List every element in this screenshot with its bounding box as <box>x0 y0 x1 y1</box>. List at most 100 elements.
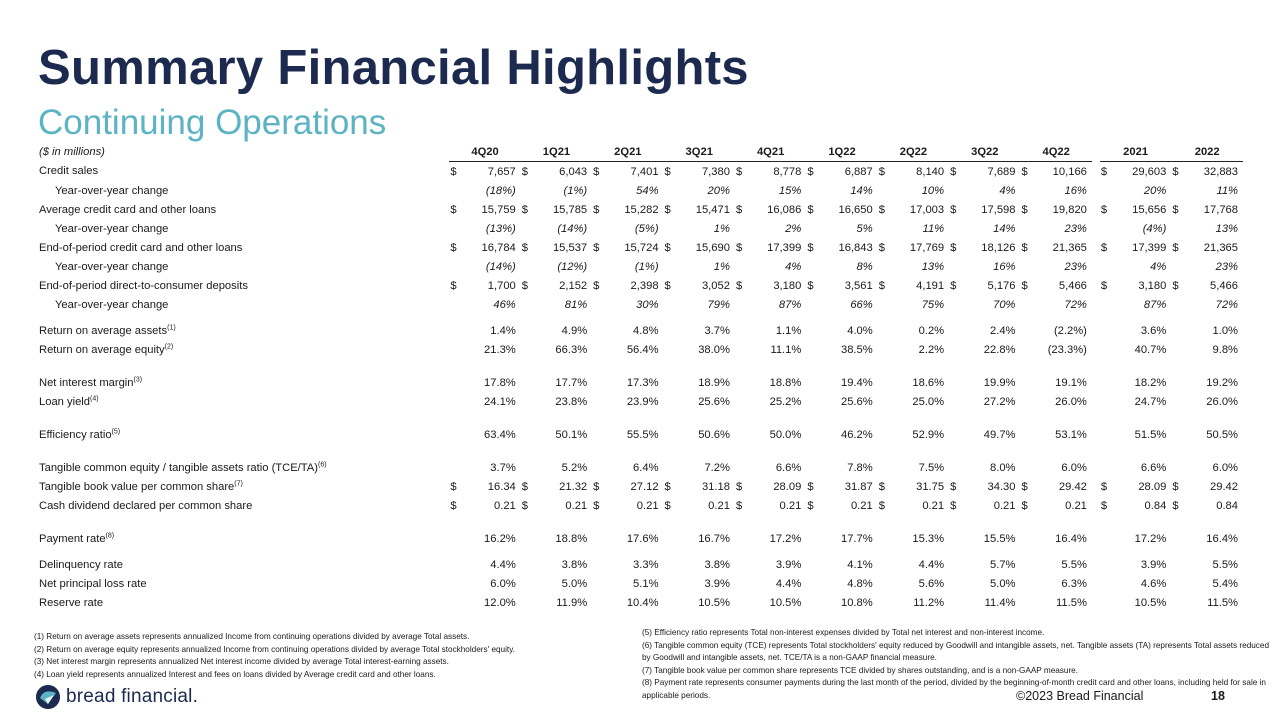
row-label: Tangible book value per common share(7) <box>35 477 449 496</box>
footnote: (4) Loan yield represents annualized Int… <box>34 669 436 679</box>
value-cell: 0.21 <box>493 499 516 512</box>
table-row: Cash dividend declared per common share $… <box>35 496 1243 515</box>
currency-symbol <box>521 219 534 238</box>
currency-symbol <box>949 257 962 276</box>
currency-symbol <box>449 574 462 593</box>
row-label: Net interest margin(3) <box>35 373 449 392</box>
table-row: Year-over-year change 46% 81% 30% 79% 87% 66% 7… <box>35 295 1243 314</box>
value-cell: 0.21 <box>850 499 873 512</box>
currency-symbol <box>878 181 891 200</box>
value-cell: 46.2% <box>840 428 873 441</box>
currency-symbol <box>1100 425 1113 444</box>
value-cell: 2% <box>785 222 802 235</box>
value-cell: 4.8% <box>847 577 873 590</box>
currency-symbol <box>449 593 462 612</box>
value-cell: 11.5% <box>1207 596 1238 609</box>
currency-symbol <box>949 373 962 392</box>
spacer-cell <box>35 411 1243 425</box>
value-cell: 10% <box>921 184 945 197</box>
value-cell: 40.7% <box>1134 343 1167 356</box>
row-label-text: Average credit card and other loans <box>39 203 217 216</box>
value-cell: 5.1% <box>633 577 659 590</box>
value-cell: 11.4% <box>984 596 1016 609</box>
currency-symbol: $ <box>1021 499 1028 512</box>
copyright-text: ©2023 Bread Financial <box>1016 689 1144 703</box>
value-cell: 16,086 <box>767 203 802 216</box>
value-cell: 50.5% <box>1206 428 1238 441</box>
row-label: End-of-period direct-to-consumer deposit… <box>35 276 449 295</box>
currency-symbol: $ <box>735 279 743 292</box>
currency-symbol <box>592 181 605 200</box>
table-row: Reserve rate 12.0% 11.9% 10.4% 10.5% 10.5% 10.… <box>35 593 1243 612</box>
value-cell: 17,768 <box>1203 203 1238 216</box>
page-title: Summary Financial Highlights <box>38 41 749 95</box>
value-cell: 79% <box>707 298 730 311</box>
currency-symbol <box>1171 392 1184 411</box>
value-cell: 17.7% <box>555 376 588 389</box>
currency-symbol <box>449 458 462 477</box>
value-cell: 4.9% <box>561 324 588 337</box>
currency-symbol <box>592 458 605 477</box>
currency-symbol <box>449 373 462 392</box>
column-gap <box>1092 257 1100 276</box>
currency-symbol <box>1100 321 1113 340</box>
value-cell: 0.84 <box>1144 499 1167 512</box>
value-cell: 32,883 <box>1203 165 1238 178</box>
value-cell: 6.0% <box>1061 461 1087 474</box>
currency-symbol <box>806 181 819 200</box>
table-row: Year-over-year change (18%) (1%) 54% 20% 15% 1… <box>35 181 1243 200</box>
value-cell: 66.3% <box>555 343 588 356</box>
value-cell: 8,778 <box>773 165 802 178</box>
currency-symbol <box>735 219 748 238</box>
value-cell: 16.2% <box>484 532 516 545</box>
currency-symbol: $ <box>450 480 457 493</box>
currency-symbol: $ <box>735 499 743 512</box>
value-cell: 1% <box>713 260 730 273</box>
value-cell: 5,466 <box>1210 279 1238 292</box>
brand-logo: bread financial. <box>36 685 198 709</box>
currency-symbol: $ <box>664 241 671 254</box>
spacer-cell <box>35 444 1243 458</box>
value-cell: 25.0% <box>912 395 945 408</box>
footnote-marker: (1) <box>167 323 176 331</box>
row-label-text: Credit sales <box>39 165 99 178</box>
currency-symbol: $ <box>807 165 814 178</box>
currency-symbol: $ <box>950 165 957 178</box>
value-cell: 7.5% <box>918 461 945 474</box>
value-cell: 87% <box>778 298 802 311</box>
currency-symbol <box>592 321 605 340</box>
financial-table: ($ in millions) 4Q20 1Q21 2Q21 3Q21 4Q21… <box>35 143 1243 612</box>
value-cell: 10.5% <box>1134 596 1167 609</box>
value-cell: 28.09 <box>773 480 802 493</box>
currency-symbol <box>806 321 819 340</box>
currency-symbol: $ <box>521 480 528 493</box>
currency-symbol <box>664 321 677 340</box>
value-cell: 17,003 <box>909 203 945 216</box>
spacer-row <box>35 359 1243 373</box>
value-cell: 2,398 <box>630 279 659 292</box>
currency-symbol <box>592 219 605 238</box>
currency-symbol <box>1171 373 1184 392</box>
period-header: 4Q20 <box>449 143 521 162</box>
value-cell: 22.8% <box>983 343 1016 356</box>
row-label: Year-over-year change <box>35 219 449 238</box>
footnote-marker: (7) <box>234 479 243 487</box>
spacer-row <box>35 548 1243 555</box>
period-header: 2022 <box>1171 143 1243 162</box>
value-cell: 4% <box>999 184 1016 197</box>
value-cell: 5.5% <box>1212 558 1239 571</box>
value-cell: (2.2%) <box>1053 324 1087 337</box>
units-label: ($ in millions) <box>39 146 105 159</box>
currency-symbol: $ <box>450 279 457 292</box>
footnote-marker: (2) <box>164 342 174 350</box>
value-cell: 18.2% <box>1134 376 1167 389</box>
currency-symbol: $ <box>664 165 671 178</box>
currency-symbol <box>1100 219 1113 238</box>
spacer-cell <box>35 359 1243 373</box>
value-cell: 1,700 <box>487 279 516 292</box>
value-cell: 29,603 <box>1132 165 1167 178</box>
column-gap <box>1092 200 1100 219</box>
currency-symbol: $ <box>735 480 743 493</box>
currency-symbol: $ <box>521 241 528 254</box>
currency-symbol <box>735 257 748 276</box>
